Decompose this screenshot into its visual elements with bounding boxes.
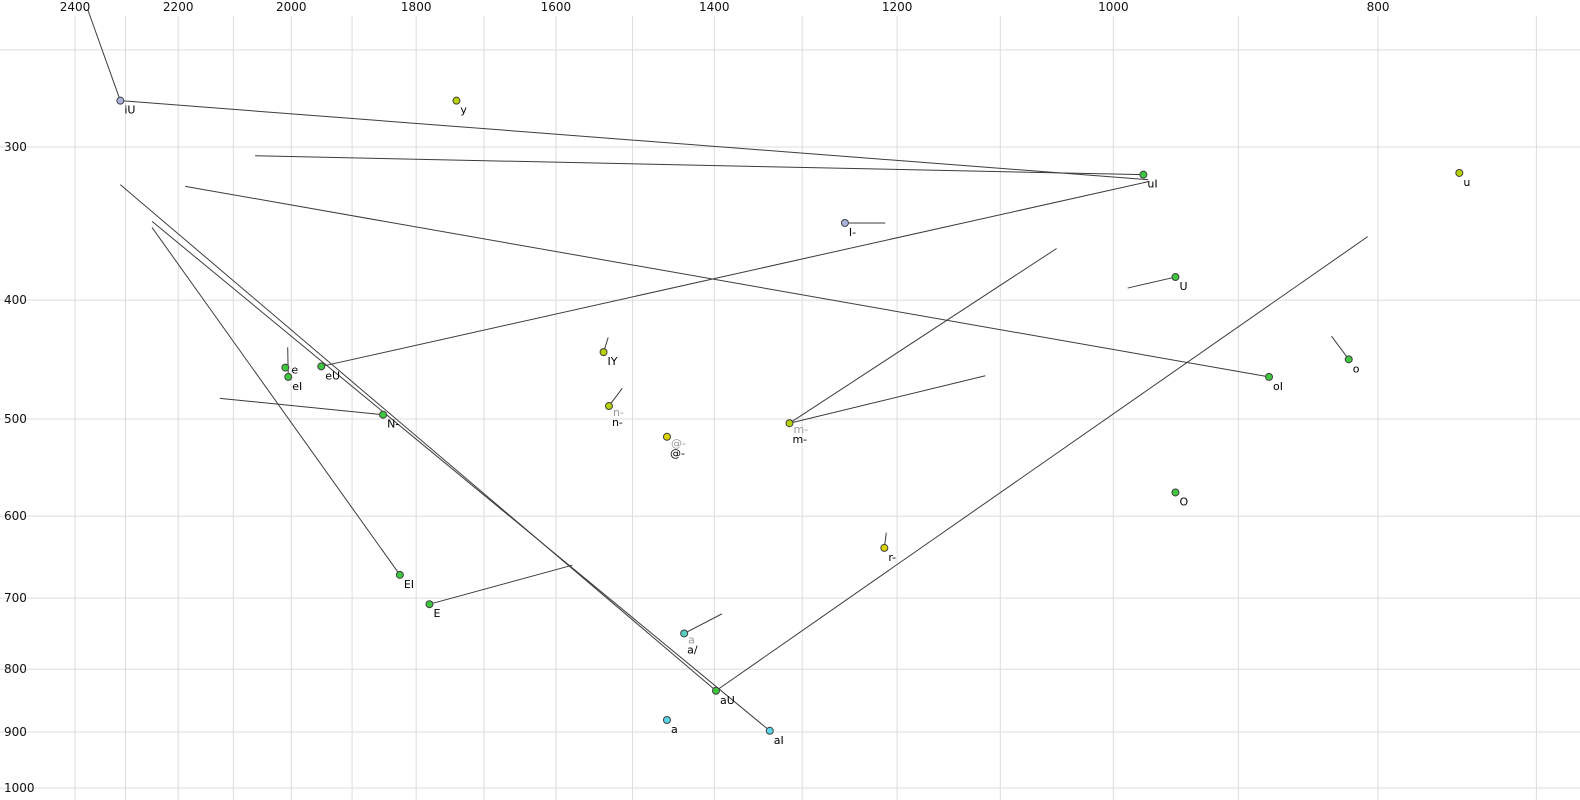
- vowel-point-ui[interactable]: [1139, 170, 1148, 179]
- vowel-ghost-label-n_: n-: [613, 406, 624, 419]
- x-tick-label: 1000: [1098, 0, 1129, 14]
- trajectory-line: [321, 180, 1150, 367]
- vowel-label-eu: eU: [325, 369, 340, 382]
- vowel-label-ei: EI: [404, 578, 414, 591]
- vowel-label-e: e: [291, 364, 298, 377]
- x-tick-label: 2200: [163, 0, 194, 14]
- y-tick-label: 300: [4, 140, 27, 154]
- x-tick-label: 2000: [276, 0, 307, 14]
- vowel-point-iy[interactable]: [599, 348, 608, 357]
- x-tick-label: 1200: [882, 0, 913, 14]
- x-tick-label: 1800: [401, 0, 432, 14]
- vowel-points: [116, 96, 1464, 735]
- trajectory-line: [151, 221, 771, 732]
- vowel-point-ei[interactable]: [395, 570, 404, 579]
- trajectory-line: [789, 375, 986, 424]
- vowel-point-u[interactable]: [1171, 273, 1180, 282]
- vowel-point-ei[interactable]: [284, 372, 293, 381]
- vowel-point-e[interactable]: [425, 600, 434, 609]
- trajectory-line: [185, 185, 1270, 378]
- x-tick-label: 1400: [699, 0, 730, 14]
- trajectory-line: [1127, 276, 1176, 289]
- vowel-label-u: U: [1179, 280, 1187, 293]
- trajectory-line: [151, 227, 401, 576]
- axis-tick-labels: 2400 2200 2000 1800 1600 1400 1200 1000 800 300 40…: [4, 0, 1389, 795]
- vowel-label-o: o: [1353, 362, 1360, 375]
- vowel-label-i_: I-: [849, 226, 856, 239]
- vowel-labels: iU y uI u I- Ue eI eU IY n-n- @-@- m-m- N-oI o Or- EI Ea…: [124, 104, 1470, 747]
- vowel-label-n_: n-: [612, 416, 623, 429]
- y-tick-label: 400: [4, 293, 27, 307]
- vowel-point-r_[interactable]: [880, 543, 889, 552]
- trajectory-lines: [87, 9, 1368, 732]
- vowel-label-oi: oI: [1273, 380, 1283, 393]
- trajectory-line: [789, 248, 1057, 424]
- vowel-point-oi[interactable]: [1265, 372, 1274, 381]
- vowel-label-iu: iU: [124, 104, 135, 117]
- vowel-point-e[interactable]: [281, 363, 290, 372]
- vowel-label-au: aU: [720, 694, 735, 707]
- vowel-label-y: y: [460, 104, 467, 117]
- trajectory-line: [715, 236, 1368, 692]
- trajectory-line: [219, 397, 384, 416]
- vowel-point-au[interactable]: [711, 686, 720, 695]
- y-tick-label: 800: [4, 662, 27, 676]
- vowel-point-y[interactable]: [452, 96, 461, 105]
- vowel-label-r_: r-: [888, 551, 896, 564]
- x-tick-label: 1600: [541, 0, 572, 14]
- vowel-label-o: O: [1179, 495, 1188, 508]
- trajectory-line: [87, 9, 121, 101]
- vowel-ghost-label-at_: @-: [671, 437, 686, 450]
- vowel-label-iy: IY: [608, 355, 618, 368]
- vowel-label-n_: N-: [387, 418, 399, 431]
- y-tick-label: 1000: [4, 781, 35, 795]
- vowel-point-at_[interactable]: [662, 432, 671, 441]
- vowel-point-aslash[interactable]: [680, 629, 689, 638]
- vowel-point-o[interactable]: [1171, 488, 1180, 497]
- trajectory-line: [255, 155, 1144, 176]
- y-tick-label: 600: [4, 509, 27, 523]
- trajectory-line: [429, 564, 573, 605]
- vowel-point-u[interactable]: [1455, 168, 1464, 177]
- vowel-point-a[interactable]: [662, 715, 671, 724]
- x-tick-label: 2400: [60, 0, 91, 14]
- trajectory-line: [120, 184, 717, 692]
- grid: [0, 16, 1580, 800]
- y-tick-label: 500: [4, 412, 27, 426]
- trajectory-line: [120, 100, 1149, 181]
- vowel-label-aslash: a/: [687, 643, 698, 656]
- vowel-label-u: u: [1463, 176, 1470, 189]
- vowel-label-ai: aI: [774, 734, 784, 747]
- vowel-label-m_: m-: [792, 433, 807, 446]
- trajectory-line: [1331, 335, 1350, 360]
- vowel-point-i_[interactable]: [840, 218, 849, 227]
- y-tick-label: 900: [4, 725, 27, 739]
- vowel-label-a: a: [671, 723, 678, 736]
- vowel-point-iu[interactable]: [116, 96, 125, 105]
- vowel-ghost-label-m_: m-: [793, 423, 808, 436]
- vowel-point-o[interactable]: [1344, 355, 1353, 364]
- vowel-label-at_: @-: [670, 447, 685, 460]
- vowel-ghost-label-a: a: [688, 633, 695, 646]
- y-tick-label: 700: [4, 591, 27, 605]
- trajectory-line: [683, 613, 723, 634]
- vowel-point-n_[interactable]: [379, 410, 388, 419]
- vowel-point-eu[interactable]: [317, 362, 326, 371]
- vowel-label-e: E: [433, 607, 440, 620]
- trajectory-line: [287, 347, 289, 377]
- vowel-point-n_[interactable]: [604, 402, 613, 411]
- vowel-point-ai[interactable]: [765, 726, 774, 735]
- vowel-label-ui: uI: [1147, 178, 1157, 191]
- vowel-label-ei: eI: [292, 380, 302, 393]
- vowel-point-m_[interactable]: [785, 419, 794, 428]
- x-tick-label: 800: [1367, 0, 1390, 14]
